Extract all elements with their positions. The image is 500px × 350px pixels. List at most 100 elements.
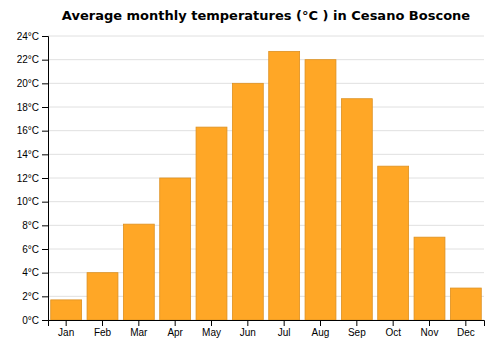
- tick: 16°C: [17, 125, 48, 136]
- bar: [450, 288, 481, 320]
- tick-mark: [66, 320, 67, 326]
- tick: 10°C: [17, 196, 48, 207]
- tick-label: 12°C: [17, 173, 39, 184]
- tick-label: Jun: [240, 327, 256, 338]
- tick-mark: [284, 320, 285, 326]
- axis-line: [49, 321, 485, 327]
- tick-mark: [42, 225, 48, 226]
- bar: [269, 51, 300, 320]
- grid-line: [48, 83, 484, 84]
- tick-mark: [42, 178, 48, 179]
- grid-line: [48, 107, 484, 108]
- tick-label: Aug: [312, 327, 330, 338]
- bar: [378, 166, 409, 320]
- axis-line: [42, 37, 49, 321]
- tick-mark: [42, 249, 48, 250]
- tick-mark: [211, 320, 212, 326]
- tick-mark: [42, 131, 48, 132]
- tick-label: 8°C: [22, 220, 39, 231]
- tick: 6°C: [22, 244, 48, 255]
- tick-label: Jul: [278, 327, 291, 338]
- tick-label: 2°C: [22, 291, 39, 302]
- bar: [196, 127, 227, 320]
- tick: Nov: [421, 320, 439, 338]
- tick-label: 0°C: [22, 315, 39, 326]
- grid: [48, 36, 484, 320]
- grid-line: [48, 36, 484, 37]
- bars: [51, 51, 482, 320]
- tick-label: 16°C: [17, 125, 39, 136]
- tick-mark: [465, 320, 466, 326]
- tick-label: 4°C: [22, 267, 39, 278]
- tick-label: 20°C: [17, 78, 39, 89]
- tick-label: Sep: [348, 327, 366, 338]
- tick-label: Dec: [457, 327, 475, 338]
- bar: [232, 83, 263, 320]
- tick-mark: [42, 36, 48, 37]
- tick-label: Apr: [167, 327, 183, 338]
- tick: Jun: [240, 320, 256, 338]
- grid-line: [48, 154, 484, 155]
- tick: Feb: [94, 320, 112, 338]
- grid-line: [48, 225, 484, 226]
- chart: 0°C 2°C 4°C 6°C 8°C 10°C 12°C 14°C 16°C 18°C 20°C 2…: [0, 0, 500, 350]
- tick-label: 18°C: [17, 102, 39, 113]
- plot: 0°C 2°C 4°C 6°C 8°C 10°C 12°C 14°C 16°C 18°C 20°C 2…: [17, 31, 485, 338]
- tick-mark: [356, 320, 357, 326]
- grid-line: [48, 130, 484, 131]
- tick: 22°C: [17, 54, 48, 65]
- bar: [414, 237, 445, 320]
- tick-label: Mar: [130, 327, 148, 338]
- tick: 2°C: [22, 291, 48, 302]
- tick-label: Oct: [385, 327, 401, 338]
- x-axis: Jan Feb Mar Apr May Jun Jul Aug Sep Oct Nov Dec: [49, 320, 485, 338]
- tick-mark: [42, 60, 48, 61]
- tick: 0°C: [22, 315, 48, 326]
- tick-mark: [42, 320, 48, 321]
- bar: [123, 224, 154, 320]
- tick: Apr: [167, 320, 183, 338]
- tick-label: Feb: [94, 327, 112, 338]
- tick-mark: [393, 320, 394, 326]
- tick-label: 24°C: [17, 31, 39, 42]
- tick-label: May: [202, 327, 221, 338]
- tick-mark: [42, 202, 48, 203]
- tick: 24°C: [17, 31, 48, 42]
- tick-label: 10°C: [17, 196, 39, 207]
- tick-mark: [429, 320, 430, 326]
- bar: [341, 99, 372, 320]
- tick: 20°C: [17, 78, 48, 89]
- y-axis: 0°C 2°C 4°C 6°C 8°C 10°C 12°C 14°C 16°C 18°C 20°C 2…: [17, 31, 49, 326]
- tick-mark: [42, 273, 48, 274]
- tick: Mar: [130, 320, 148, 338]
- tick-label: 6°C: [22, 244, 39, 255]
- tick-mark: [102, 320, 103, 326]
- tick-mark: [42, 296, 48, 297]
- tick-label: Jan: [58, 327, 74, 338]
- tick: Sep: [348, 320, 366, 338]
- tick: Oct: [385, 320, 401, 338]
- tick: 12°C: [17, 173, 48, 184]
- tick: Jul: [278, 320, 291, 338]
- grid-line: [48, 178, 484, 179]
- grid-line: [48, 59, 484, 60]
- bar: [87, 273, 118, 320]
- tick-label: Nov: [421, 327, 439, 338]
- tick-mark: [138, 320, 139, 326]
- bar: [305, 60, 336, 320]
- tick-mark: [247, 320, 248, 326]
- bar: [160, 178, 191, 320]
- tick-mark: [320, 320, 321, 326]
- tick: Jan: [58, 320, 74, 338]
- tick-mark: [175, 320, 176, 326]
- tick: 14°C: [17, 149, 48, 160]
- tick-label: 14°C: [17, 149, 39, 160]
- tick: 18°C: [17, 102, 48, 113]
- tick: May: [202, 320, 221, 338]
- tick-mark: [42, 83, 48, 84]
- grid-line: [48, 201, 484, 202]
- tick-mark: [42, 154, 48, 155]
- tick: Aug: [312, 320, 330, 338]
- tick: 4°C: [22, 267, 48, 278]
- tick: 8°C: [22, 220, 48, 231]
